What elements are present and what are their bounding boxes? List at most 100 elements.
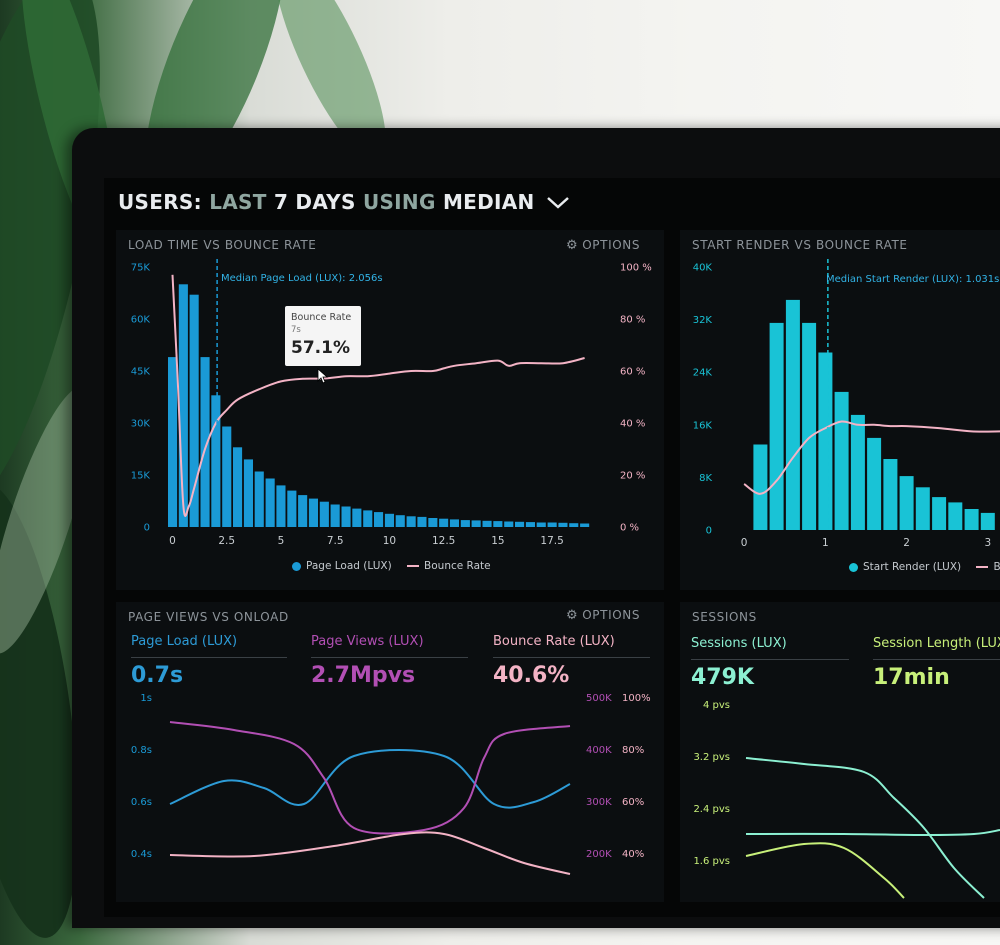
y-axis-left-tick: 16K	[693, 420, 713, 431]
page-load-bar	[460, 520, 470, 527]
start-render-bar	[753, 444, 768, 530]
page-load-bar	[200, 357, 210, 527]
page-load-bar	[558, 522, 568, 527]
x-axis-tick: 5	[278, 535, 285, 547]
page-load-bar	[319, 501, 329, 527]
start-render-bar	[980, 512, 995, 530]
y-axis-left-tick: 32K	[693, 315, 713, 326]
page-load-bar	[254, 471, 264, 527]
start-render-bar	[834, 391, 849, 530]
page-load-bar	[243, 459, 253, 527]
page-load-bar	[211, 395, 221, 527]
sessions-panel: SESSIONS	[680, 602, 1000, 902]
x-axis-tick: 17.5	[540, 535, 563, 547]
start-render-bar	[883, 459, 898, 530]
x-axis-tick: 0	[741, 537, 748, 549]
page-load-bar	[330, 504, 340, 527]
page-load-bar	[189, 294, 199, 527]
page-load-bar	[428, 518, 438, 527]
y-axis-left-tick: 4 pvs	[703, 700, 730, 711]
sessions-line	[745, 757, 985, 899]
x-axis-tick: 10	[383, 535, 396, 547]
page-load-bar	[341, 506, 351, 527]
metric-value-bounce-rate: 40.6%	[493, 663, 570, 688]
y-axis-left-tick: 0.4s	[131, 849, 152, 860]
y-axis-left-tick: 0	[144, 523, 150, 534]
bounce-rate-tooltip: Bounce Rate 7s 57.1%	[285, 306, 361, 366]
bounce-rate-line	[169, 831, 571, 875]
cursor-icon	[317, 368, 329, 384]
gear-icon: ⚙	[566, 608, 579, 623]
y-axis-left-tick: 24K	[693, 368, 713, 379]
median-start-render-label: Median Start Render (LUX): 1.031s	[826, 274, 1000, 285]
metric-value-sessions: 479K	[691, 665, 754, 690]
sessions-flat-line	[745, 829, 1000, 837]
page-load-bar	[580, 523, 590, 527]
median-page-load-label: Median Page Load (LUX): 2.056s	[221, 273, 383, 284]
dashboard-header[interactable]: USERS: LAST 7 DAYS USING MEDIAN	[118, 190, 569, 214]
y-axis-left-tick: 40K	[693, 263, 713, 274]
y-axis-right-tick: 40 %	[620, 419, 645, 430]
page-load-bar	[233, 447, 243, 527]
metric-value-page-views: 2.7Mpvs	[311, 663, 416, 688]
start-render-bar	[850, 414, 865, 530]
page-load-bar	[493, 521, 503, 527]
y-axis-right-tick: 300K	[586, 797, 612, 808]
page-load-bar	[363, 510, 373, 527]
metric-divider	[873, 659, 1000, 660]
legend-dot-start-render	[849, 562, 858, 572]
start-render-bar	[769, 322, 784, 530]
page-load-bar	[547, 522, 557, 527]
page-load-bar	[439, 518, 449, 527]
y-axis-left-tick: 45K	[131, 367, 151, 378]
y-axis-left-tick: 75K	[131, 263, 151, 274]
y-axis-right-tick: 60%	[622, 797, 644, 808]
page-load-bar	[504, 521, 514, 527]
page-load-bar	[515, 521, 525, 527]
y-axis-right-tick: 80%	[622, 745, 644, 756]
page-load-bar	[222, 426, 232, 527]
page-load-bar	[569, 523, 579, 527]
metric-label-bounce-rate: Bounce Rate (LUX)	[493, 634, 615, 649]
y-axis-right-tick: 400K	[586, 745, 612, 756]
x-axis-tick: 2.5	[218, 535, 235, 547]
page-load-bar	[449, 519, 459, 527]
load-vs-bounce-chart: 75K 60K 45K 30K 15K 0 100 % 80 % 60 % 40 % 20 % 0 %…	[131, 259, 1000, 899]
header-last: LAST	[209, 190, 267, 214]
metric-value-page-load: 0.7s	[131, 663, 184, 688]
y-axis-left-tick: 8K	[699, 473, 712, 484]
panel-title: SESSIONS	[692, 610, 757, 624]
options-button[interactable]: ⚙ OPTIONS	[566, 238, 640, 253]
x-axis-tick: 7.5	[327, 535, 344, 547]
metric-label-page-views: Page Views (LUX)	[311, 634, 424, 649]
header-users: USERS:	[118, 190, 202, 214]
page-load-bar	[178, 284, 188, 527]
chevron-down-icon[interactable]	[546, 196, 570, 210]
metric-divider	[691, 659, 849, 660]
y-axis-right-tick: 80 %	[620, 315, 645, 326]
y-axis-right-tick: 40%	[622, 849, 644, 860]
page-load-bar	[406, 516, 416, 527]
page-load-bar	[417, 516, 427, 527]
header-period: 7 DAYS	[273, 190, 356, 214]
x-axis-tick: 12.5	[432, 535, 455, 547]
page-load-line	[169, 749, 571, 809]
start-render-bar	[867, 437, 882, 530]
y-axis-right-tick: 20 %	[620, 471, 645, 482]
page-load-bar	[374, 512, 384, 527]
legend-page-load: Page Load (LUX)	[306, 560, 392, 572]
page-load-bar	[168, 357, 178, 527]
page-load-bar	[525, 522, 535, 527]
gear-icon: ⚙	[566, 238, 579, 253]
start-render-bar	[948, 502, 963, 530]
page-views-line	[169, 721, 571, 835]
bounce-rate-line	[171, 274, 585, 517]
legend-line-bounce	[976, 566, 989, 568]
metric-divider	[311, 657, 468, 658]
options-button[interactable]: ⚙ OPTIONS	[566, 608, 640, 623]
start-render-bar	[785, 299, 800, 530]
page-load-bar	[384, 513, 394, 527]
start-render-bar	[964, 509, 979, 530]
session-length-line	[745, 842, 905, 899]
x-axis-tick: 0	[169, 535, 176, 547]
